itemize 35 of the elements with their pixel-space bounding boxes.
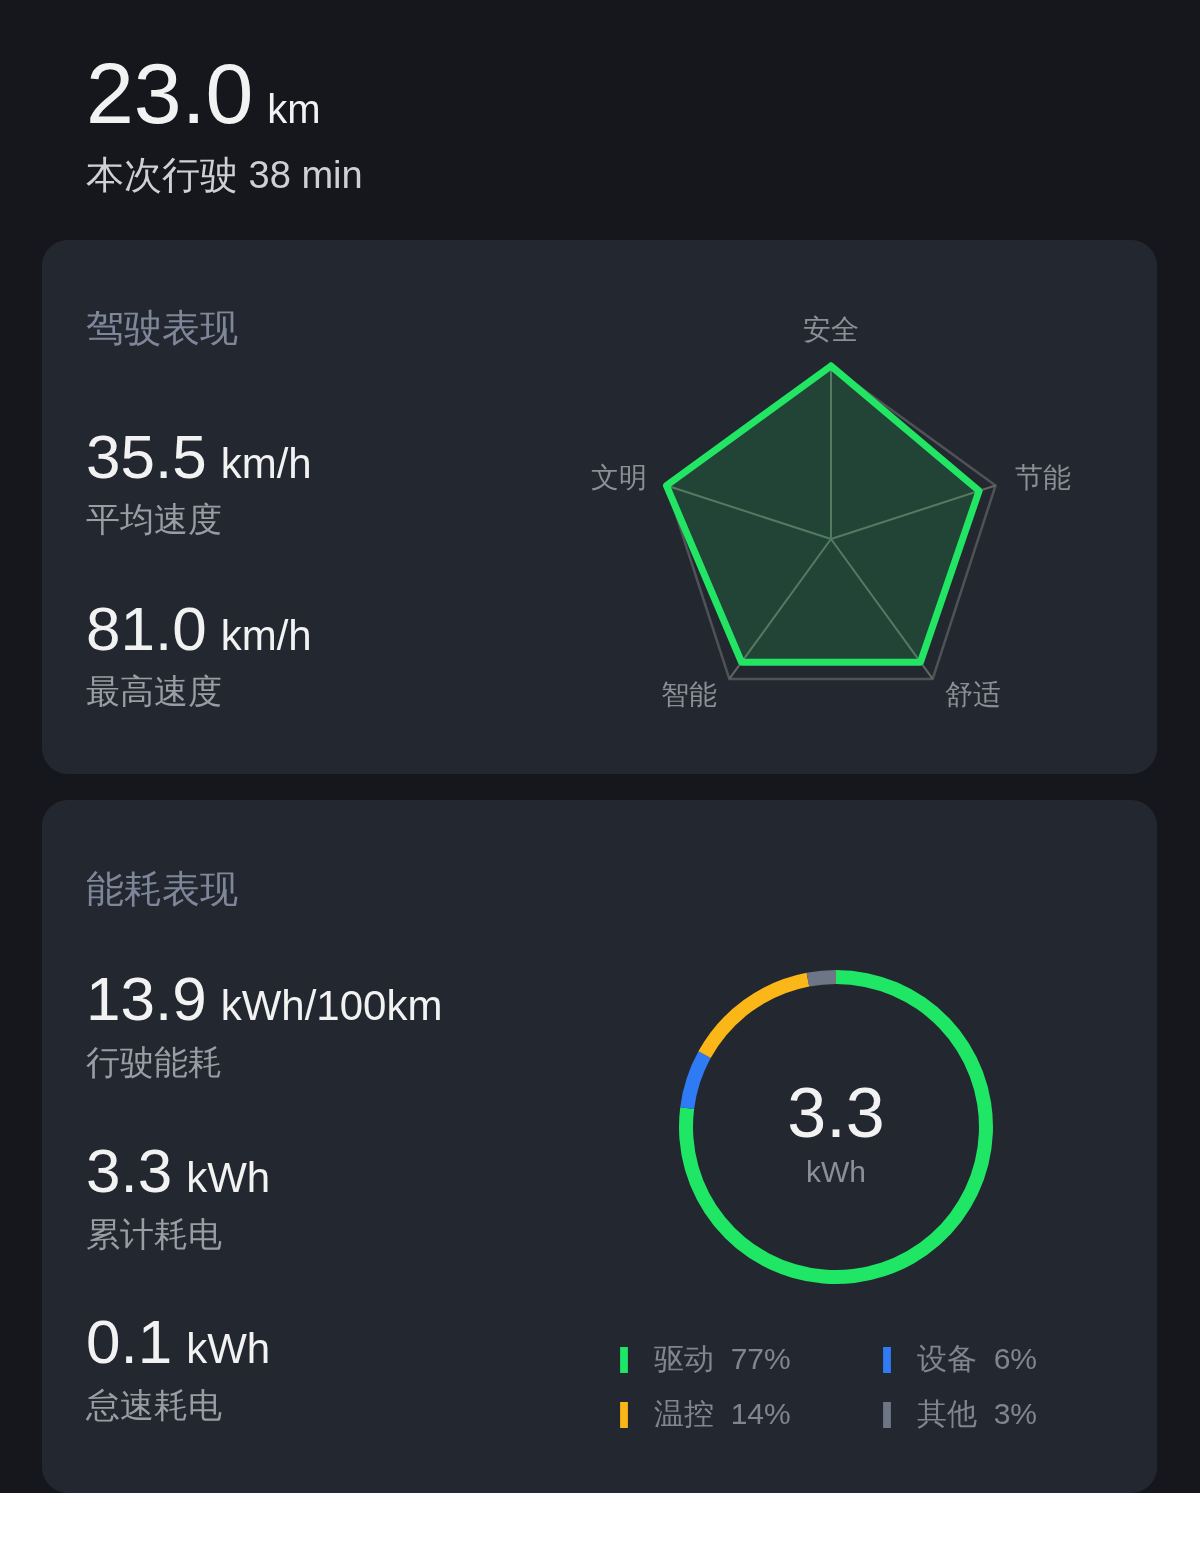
- text: 本次行驶 38 min: [86, 154, 363, 196]
- text: 0.1: [86, 1307, 173, 1376]
- text: 平均速度: [86, 500, 222, 538]
- text: 最高速度: [86, 672, 222, 710]
- donut-slice: [698, 972, 810, 1059]
- legend-label: 驱动 77%: [654, 1342, 791, 1375]
- donut-slice: [806, 970, 836, 987]
- text: 23.0: [86, 45, 254, 141]
- text: kWh: [186, 1153, 271, 1201]
- text: 81.0: [86, 594, 207, 663]
- donut-slice: [680, 1051, 711, 1110]
- text: 驾驶表现: [86, 307, 238, 349]
- spoke-label: 舒适: [944, 678, 1001, 710]
- text: kWh/100km: [220, 982, 443, 1029]
- spoke-label: 节能: [1015, 462, 1072, 494]
- legend-label: 温控 14%: [654, 1397, 791, 1430]
- text: 累计耗电: [86, 1214, 222, 1253]
- text: kWh: [806, 1155, 866, 1188]
- legend-label: 其他 3%: [917, 1397, 1038, 1430]
- text: kWh: [186, 1325, 271, 1372]
- text: km: [267, 87, 321, 131]
- text: 行驶能耗: [86, 1043, 222, 1081]
- text: 3.3: [86, 1135, 173, 1205]
- spoke-label: 智能: [661, 678, 718, 710]
- donut-slice: [679, 970, 993, 1284]
- text: km/h: [220, 612, 312, 659]
- text: 13.9: [86, 964, 207, 1033]
- text: 能耗表现: [86, 868, 238, 910]
- text: 怠速耗电: [85, 1386, 222, 1424]
- spoke-label: 文明: [590, 462, 647, 494]
- spoke-label: 安全: [803, 314, 859, 346]
- text: 35.5: [86, 422, 207, 491]
- text: km/h: [220, 440, 312, 487]
- legend-label: 设备 6%: [917, 1342, 1038, 1375]
- text: 3.3: [787, 1074, 885, 1152]
